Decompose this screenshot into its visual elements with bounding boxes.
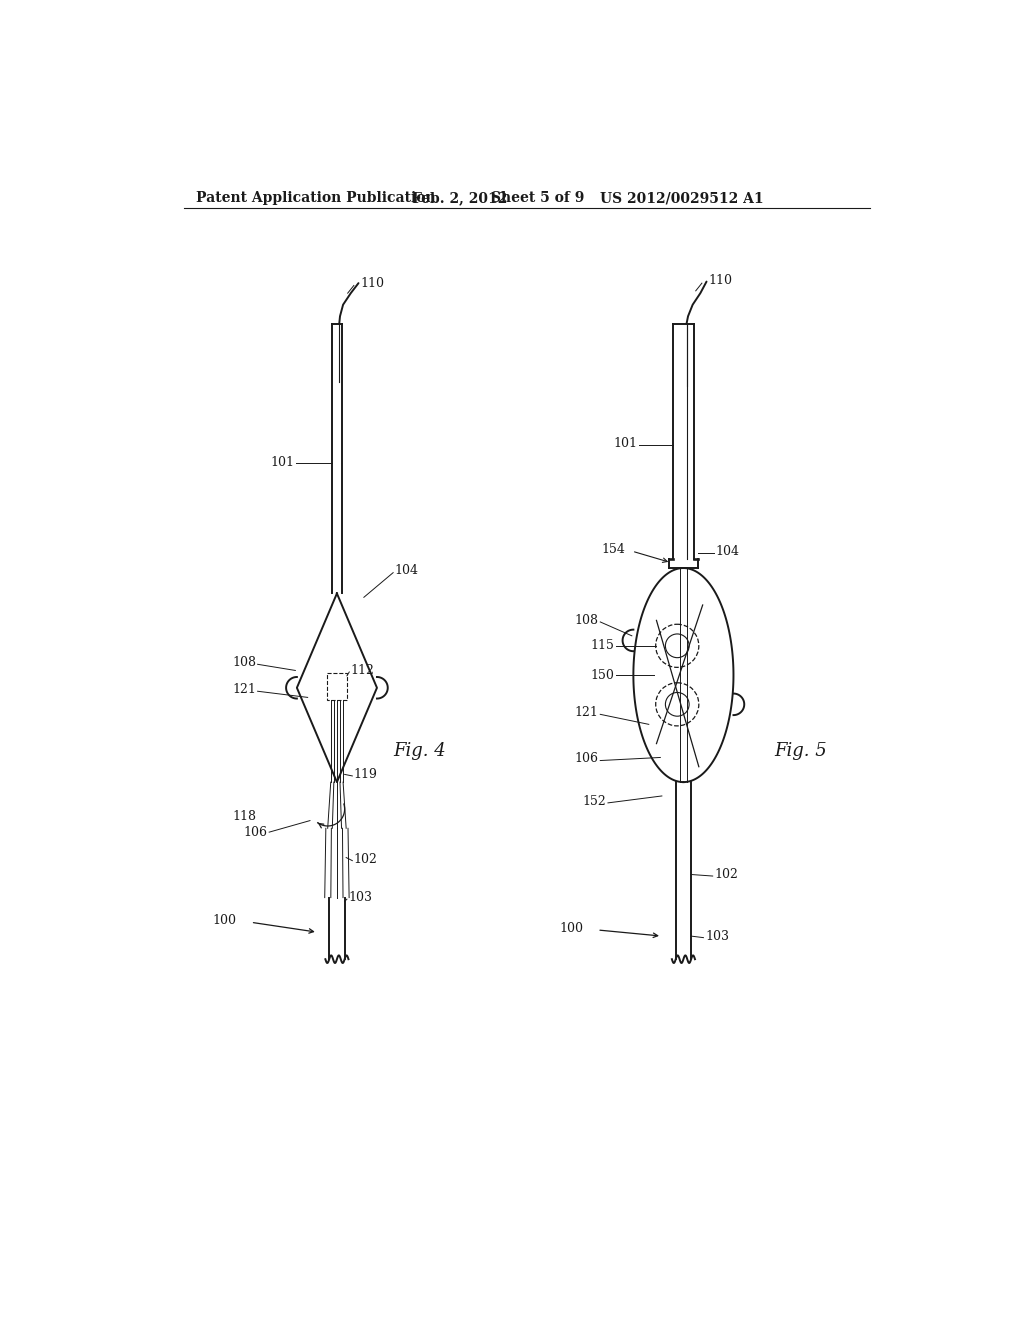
Text: 110: 110 <box>360 277 384 289</box>
Text: 121: 121 <box>574 706 599 719</box>
Text: 100: 100 <box>213 915 237 927</box>
Text: Sheet 5 of 9: Sheet 5 of 9 <box>490 191 585 206</box>
Text: 152: 152 <box>583 795 606 808</box>
Text: 118: 118 <box>232 810 256 824</box>
Text: 106: 106 <box>244 825 267 838</box>
Text: 104: 104 <box>716 545 739 557</box>
Text: 102: 102 <box>714 869 738 880</box>
Text: 101: 101 <box>270 455 295 469</box>
Text: 102: 102 <box>354 853 378 866</box>
Text: 108: 108 <box>232 656 256 669</box>
Text: US 2012/0029512 A1: US 2012/0029512 A1 <box>600 191 764 206</box>
Text: 108: 108 <box>574 614 599 627</box>
Text: 100: 100 <box>559 921 584 935</box>
Text: 103: 103 <box>705 929 729 942</box>
Text: 103: 103 <box>348 891 373 904</box>
Text: 121: 121 <box>232 684 256 696</box>
Text: 115: 115 <box>590 639 614 652</box>
Text: 150: 150 <box>590 668 614 681</box>
Text: Fig. 5: Fig. 5 <box>774 742 826 760</box>
Bar <box>327 673 347 700</box>
Text: 101: 101 <box>613 437 637 450</box>
Text: Feb. 2, 2012: Feb. 2, 2012 <box>412 191 507 206</box>
Text: Fig. 4: Fig. 4 <box>393 742 445 760</box>
Text: 154: 154 <box>602 543 626 556</box>
Text: 112: 112 <box>351 664 375 677</box>
Text: 110: 110 <box>708 273 732 286</box>
Text: 106: 106 <box>574 752 599 766</box>
Text: 104: 104 <box>394 564 419 577</box>
Text: Patent Application Publication: Patent Application Publication <box>196 191 435 206</box>
Text: 119: 119 <box>354 768 378 781</box>
